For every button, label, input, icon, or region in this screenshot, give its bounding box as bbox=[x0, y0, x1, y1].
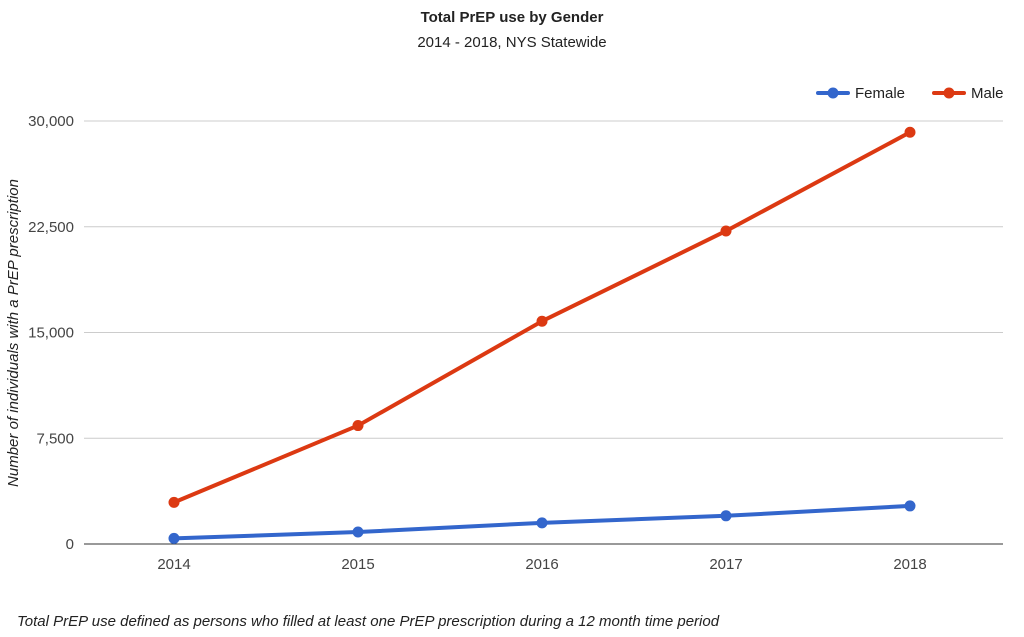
x-tick-label: 2017 bbox=[709, 556, 742, 573]
x-tick-label: 2014 bbox=[157, 556, 190, 573]
data-point-female[interactable] bbox=[904, 500, 916, 512]
x-tick-label: 2016 bbox=[525, 556, 558, 573]
chart-footnote: Total PrEP use defined as persons who fi… bbox=[17, 613, 720, 630]
data-point-male[interactable] bbox=[168, 496, 180, 508]
chart-subtitle: 2014 - 2018, NYS Statewide bbox=[417, 34, 607, 51]
y-tick-label: 30,000 bbox=[28, 113, 74, 130]
data-point-male[interactable] bbox=[536, 315, 548, 327]
data-point-male[interactable] bbox=[352, 420, 364, 432]
legend-marker-female bbox=[827, 87, 839, 99]
chart-title: Total PrEP use by Gender bbox=[420, 9, 604, 26]
y-tick-label: 15,000 bbox=[28, 325, 74, 342]
legend-marker-male bbox=[943, 87, 955, 99]
y-axis-label: Number of individuals with a PrEP prescr… bbox=[5, 179, 22, 487]
legend-label-male[interactable]: Male bbox=[971, 85, 1004, 102]
data-point-female[interactable] bbox=[536, 517, 548, 529]
data-point-male[interactable] bbox=[904, 126, 916, 138]
y-tick-label: 7,500 bbox=[36, 430, 74, 447]
x-tick-label: 2018 bbox=[893, 556, 926, 573]
data-point-female[interactable] bbox=[352, 526, 364, 538]
y-tick-label: 22,500 bbox=[28, 219, 74, 236]
x-tick-label: 2015 bbox=[341, 556, 374, 573]
legend-label-female[interactable]: Female bbox=[855, 85, 905, 102]
y-tick-label: 0 bbox=[66, 536, 74, 553]
data-point-female[interactable] bbox=[720, 510, 732, 522]
data-point-male[interactable] bbox=[720, 225, 732, 237]
data-point-female[interactable] bbox=[168, 532, 180, 544]
